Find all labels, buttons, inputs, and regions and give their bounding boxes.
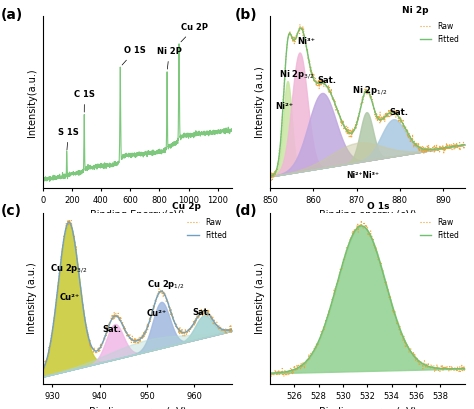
Text: Cu 2p$_{3/2}$: Cu 2p$_{3/2}$ xyxy=(50,262,87,275)
X-axis label: Binding energy (eV): Binding energy (eV) xyxy=(319,407,416,409)
Text: Sat.: Sat. xyxy=(389,108,408,117)
Text: Ni²⁺Ni³⁺: Ni²⁺Ni³⁺ xyxy=(346,171,379,180)
Legend: Raw, Fitted: Raw, Fitted xyxy=(418,20,461,45)
Text: Ni²⁺: Ni²⁺ xyxy=(275,102,293,111)
Text: S 1S: S 1S xyxy=(58,128,79,150)
Text: Cu²⁺: Cu²⁺ xyxy=(147,309,167,318)
Text: Ni 2p: Ni 2p xyxy=(402,6,429,15)
Text: O 1s: O 1s xyxy=(367,202,390,211)
Text: (c): (c) xyxy=(1,204,22,218)
Y-axis label: Intensity(a.u.): Intensity(a.u.) xyxy=(27,68,37,137)
Text: Ni 2p$_{3/2}$: Ni 2p$_{3/2}$ xyxy=(279,68,314,81)
Text: Cu 2P: Cu 2P xyxy=(181,23,208,42)
Y-axis label: Intensity (a.u.): Intensity (a.u.) xyxy=(255,263,264,335)
Text: Ni³⁺: Ni³⁺ xyxy=(297,37,315,46)
X-axis label: Binding energy (eV): Binding energy (eV) xyxy=(319,210,416,220)
Y-axis label: Intensity (a.u.): Intensity (a.u.) xyxy=(27,263,37,335)
Text: C 1S: C 1S xyxy=(74,90,95,112)
Text: (d): (d) xyxy=(235,204,258,218)
Text: Sat.: Sat. xyxy=(102,326,121,335)
Text: Cu 2p: Cu 2p xyxy=(172,202,201,211)
Text: Ni 2P: Ni 2P xyxy=(157,47,182,69)
X-axis label: Binding Energy(eV): Binding Energy(eV) xyxy=(90,210,185,220)
Y-axis label: Intensity (a.u.): Intensity (a.u.) xyxy=(255,66,264,138)
Legend: Raw, Fitted: Raw, Fitted xyxy=(186,216,228,241)
Text: Sat.: Sat. xyxy=(318,76,337,85)
Text: (b): (b) xyxy=(235,8,258,22)
Text: Ni 2p$_{1/2}$: Ni 2p$_{1/2}$ xyxy=(352,84,388,97)
Text: (a): (a) xyxy=(1,8,23,22)
Text: Sat.: Sat. xyxy=(192,308,211,317)
Text: Cu²⁺: Cu²⁺ xyxy=(59,293,80,302)
X-axis label: Binding energy (eV): Binding energy (eV) xyxy=(89,407,186,409)
Legend: Raw, Fitted: Raw, Fitted xyxy=(418,216,461,241)
Text: Cu 2p$_{1/2}$: Cu 2p$_{1/2}$ xyxy=(147,278,184,291)
Text: O 1S: O 1S xyxy=(122,46,146,65)
